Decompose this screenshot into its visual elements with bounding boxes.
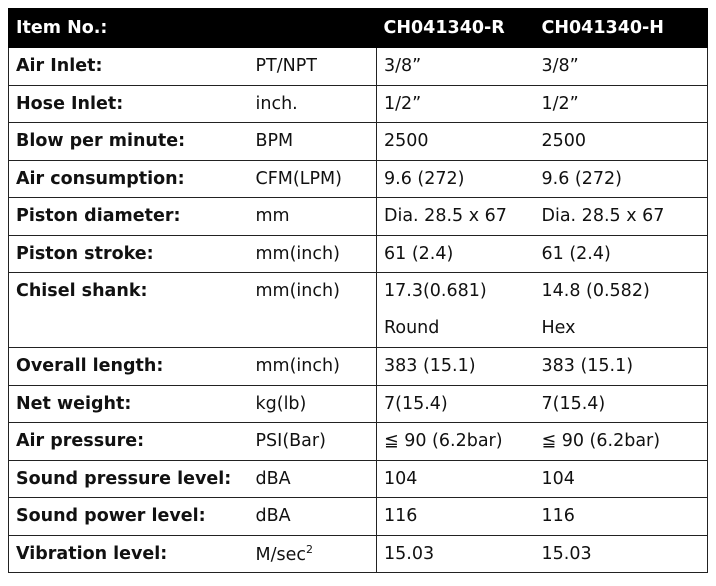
row-value-r: 17.3(0.681) — [384, 281, 487, 301]
row-value-r: 7(15.4) — [376, 384, 535, 423]
row-unit-cell: M/sec2 — [248, 534, 377, 573]
row-value-h: ≦ 90 (6.2bar) — [534, 422, 708, 461]
row-unit: CFM(LPM) — [248, 159, 377, 198]
row-unit: dBA — [248, 459, 377, 498]
row-unit: mm(inch) — [248, 234, 377, 273]
row-value-r: 116 — [376, 497, 535, 536]
row-label: Air Inlet: — [8, 47, 249, 86]
table-row: Blow per minute: BPM 2500 2500 — [8, 122, 708, 161]
spec-table: Item No.: CH041340-R CH041340-H Air Inle… — [8, 8, 708, 573]
row-value-h: 15.03 — [534, 534, 708, 573]
row-value-h: 14.8 (0.582) — [541, 281, 650, 301]
table-row: Hose Inlet: inch. 1/2” 1/2” — [8, 84, 708, 123]
row-unit: M/sec — [255, 544, 307, 565]
row-label: Vibration level: — [8, 534, 249, 573]
row-value-h: Dia. 28.5 x 67 — [534, 197, 708, 236]
row-value-h: 104 — [534, 459, 708, 498]
row-label: Overall length: — [8, 347, 249, 386]
row-value-h: 7(15.4) — [534, 384, 708, 423]
header-row: Item No.: CH041340-R CH041340-H — [8, 8, 708, 48]
row-value-h: 1/2” — [534, 84, 708, 123]
row-unit: PSI(Bar) — [248, 422, 377, 461]
row-unit: mm(inch) — [255, 281, 340, 301]
model-h-header: CH041340-H — [534, 8, 708, 48]
row-unit: mm — [248, 197, 377, 236]
row-value-r: 3/8” — [376, 47, 535, 86]
row-label: Sound power level: — [8, 497, 249, 536]
row-unit: inch. — [248, 84, 377, 123]
model-r-header: CH041340-R — [376, 8, 535, 48]
table-row: Air pressure: PSI(Bar) ≦ 90 (6.2bar) ≦ 9… — [8, 422, 708, 461]
row-value-r: 61 (2.4) — [376, 234, 535, 273]
row-unit: PT/NPT — [248, 47, 377, 86]
row-label: Piston stroke: — [8, 234, 249, 273]
row-value-r: 9.6 (272) — [376, 159, 535, 198]
row-label: Air pressure: — [8, 422, 249, 461]
table-row: Sound power level: dBA 116 116 — [8, 497, 708, 536]
row-value-h-shape: Hex — [541, 318, 576, 338]
row-value-r: Dia. 28.5 x 67 — [376, 197, 535, 236]
table-row: Air consumption: CFM(LPM) 9.6 (272) 9.6 … — [8, 159, 708, 198]
table-row: Piston diameter: mm Dia. 28.5 x 67 Dia. … — [8, 197, 708, 236]
row-label: Hose Inlet: — [8, 84, 249, 123]
table-row: Net weight: kg(lb) 7(15.4) 7(15.4) — [8, 384, 708, 423]
row-label: Piston diameter: — [8, 197, 249, 236]
row-unit: BPM — [248, 122, 377, 161]
table-row: Sound pressure level: dBA 104 104 — [8, 459, 708, 498]
table-row: Piston stroke: mm(inch) 61 (2.4) 61 (2.4… — [8, 234, 708, 273]
table-row: Chisel shank: mm(inch) 17.3(0.681) Round… — [8, 272, 708, 348]
row-label: Air consumption: — [8, 159, 249, 198]
row-label: Chisel shank: — [16, 281, 148, 301]
row-unit-exponent: 2 — [306, 542, 314, 556]
row-value-h: 116 — [534, 497, 708, 536]
row-value-r: 383 (15.1) — [376, 347, 535, 386]
row-value-r-shape: Round — [384, 318, 440, 338]
row-value-r: 15.03 — [376, 534, 535, 573]
row-unit: dBA — [248, 497, 377, 536]
row-label: Sound pressure level: — [8, 459, 249, 498]
row-value-r: 2500 — [376, 122, 535, 161]
row-unit: kg(lb) — [248, 384, 377, 423]
row-value-h: 383 (15.1) — [534, 347, 708, 386]
row-value-r: 104 — [376, 459, 535, 498]
row-value-h: 2500 — [534, 122, 708, 161]
table-row: Overall length: mm(inch) 383 (15.1) 383 … — [8, 347, 708, 386]
unit-header — [248, 8, 377, 48]
row-label: Net weight: — [8, 384, 249, 423]
table-row: Vibration level: M/sec2 15.03 15.03 — [8, 534, 708, 573]
item-no-label: Item No.: — [8, 8, 249, 48]
table-row: Air Inlet: PT/NPT 3/8” 3/8” — [8, 47, 708, 86]
row-value-r: 1/2” — [376, 84, 535, 123]
row-value-h: 61 (2.4) — [534, 234, 708, 273]
row-label: Blow per minute: — [8, 122, 249, 161]
row-value-h: 9.6 (272) — [534, 159, 708, 198]
row-value-h: 3/8” — [534, 47, 708, 86]
row-unit: mm(inch) — [248, 347, 377, 386]
row-value-r: ≦ 90 (6.2bar) — [376, 422, 535, 461]
